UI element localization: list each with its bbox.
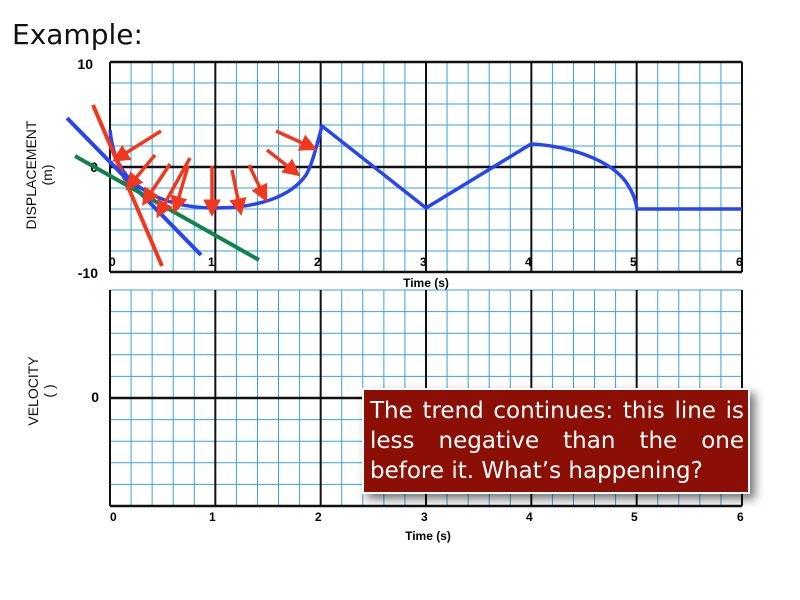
- velocity-xtick: 1: [209, 510, 216, 524]
- velocity-xtick: 6: [737, 510, 744, 524]
- velocity-xtick: 3: [421, 510, 428, 524]
- slide-title: Example:: [12, 18, 143, 51]
- arrow-icon: [275, 129, 318, 151]
- velocity-xtick: 0: [110, 510, 117, 524]
- displacement-axes: [109, 60, 743, 274]
- arrow-icon: [125, 153, 157, 191]
- arrow-icon: [156, 157, 192, 219]
- displacement-xtick: 4: [525, 255, 532, 269]
- displacement-xtick: 6: [736, 255, 743, 269]
- velocity-ylabel-text: VELOCITY: [25, 356, 41, 426]
- velocity-xticks: 0 1 2 3 4 5 6: [110, 510, 744, 524]
- displacement-xtick: 3: [420, 255, 427, 269]
- displacement-xtick: 2: [314, 255, 321, 269]
- callout-box: The trend continues: this line is less n…: [362, 388, 750, 494]
- velocity-xlabel: Time (s): [405, 529, 451, 543]
- displacement-yunit: (m): [39, 164, 55, 186]
- velocity-ylabel: VELOCITY ( ): [25, 343, 59, 439]
- velocity-xtick: 4: [526, 510, 533, 524]
- velocity-xtick: 5: [631, 510, 638, 524]
- arrow-icon: [112, 129, 162, 162]
- displacement-xtick: 5: [630, 255, 637, 269]
- displacement-xticks: 0 1 2 3 4 5 6: [109, 255, 743, 269]
- displacement-ylabel: DISPLACEMENT (m): [23, 105, 57, 245]
- displacement-xtick: 0: [109, 255, 116, 269]
- displacement-ymax-label: 10: [77, 56, 93, 72]
- arrow-icon: [265, 148, 301, 177]
- displacement-ymin-label: -10: [78, 265, 98, 281]
- displacement-xlabel: Time (s): [403, 276, 449, 290]
- velocity-zero-label: 0: [91, 389, 99, 405]
- velocity-xtick: 2: [315, 510, 322, 524]
- displacement-xtick: 1: [208, 255, 215, 269]
- displacement-ylabel-text: DISPLACEMENT: [23, 120, 39, 230]
- arrow-icon: [247, 164, 268, 203]
- velocity-yunit: ( ): [41, 384, 57, 398]
- arrow-icon: [229, 169, 247, 216]
- arrow-icon: [170, 165, 190, 214]
- slope-arrows: [112, 129, 318, 219]
- arrow-icon: [142, 163, 172, 206]
